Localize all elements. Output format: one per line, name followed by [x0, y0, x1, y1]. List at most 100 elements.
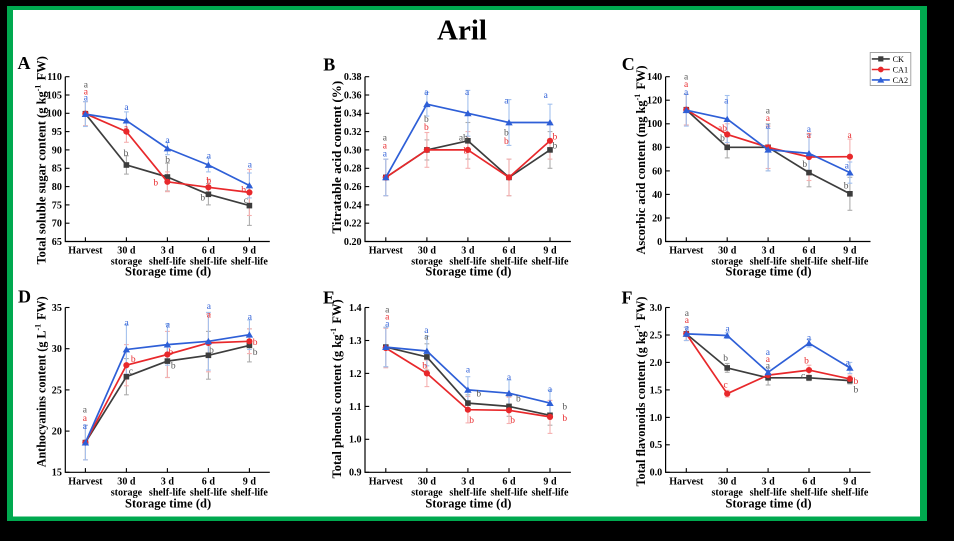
- svg-text:a: a: [507, 373, 512, 383]
- svg-text:b: b: [200, 193, 205, 203]
- svg-text:80: 80: [52, 182, 62, 193]
- svg-text:1.5: 1.5: [650, 385, 663, 396]
- svg-text:b: b: [422, 362, 427, 372]
- svg-text:a: a: [383, 142, 388, 152]
- svg-text:b: b: [723, 354, 728, 364]
- svg-text:a: a: [684, 72, 689, 82]
- svg-text:30 d: 30 d: [418, 246, 437, 257]
- svg-text:b: b: [165, 155, 170, 165]
- svg-text:Storage time (d): Storage time (d): [725, 497, 811, 511]
- svg-text:ab: ab: [459, 133, 468, 143]
- svg-text:0.0: 0.0: [650, 468, 663, 479]
- svg-text:b: b: [124, 149, 129, 159]
- svg-text:75: 75: [52, 200, 62, 211]
- svg-text:85: 85: [52, 164, 62, 175]
- svg-text:0.28: 0.28: [344, 164, 362, 175]
- svg-text:100: 100: [647, 119, 662, 130]
- svg-text:storage: storage: [111, 257, 143, 268]
- svg-text:shelf-life: shelf-life: [791, 487, 829, 498]
- svg-text:Harvest: Harvest: [369, 246, 404, 257]
- svg-text:a: a: [424, 88, 429, 98]
- svg-text:a: a: [385, 313, 390, 323]
- svg-text:b: b: [562, 403, 567, 413]
- svg-text:a: a: [385, 305, 390, 315]
- svg-text:shelf-life: shelf-life: [149, 257, 187, 268]
- svg-text:a: a: [424, 333, 429, 343]
- svg-text:80: 80: [652, 143, 662, 154]
- svg-text:a: a: [248, 312, 253, 322]
- svg-text:105: 105: [47, 90, 62, 101]
- svg-text:storage: storage: [712, 487, 744, 498]
- svg-text:a: a: [383, 133, 388, 143]
- svg-text:1.2: 1.2: [349, 369, 362, 380]
- svg-text:c: c: [244, 196, 248, 206]
- svg-text:b: b: [424, 123, 429, 133]
- svg-text:1.0: 1.0: [349, 435, 362, 446]
- svg-text:a: a: [766, 362, 771, 372]
- svg-text:storage: storage: [411, 257, 443, 268]
- svg-text:Harvest: Harvest: [68, 246, 103, 257]
- svg-text:a: a: [846, 359, 851, 369]
- svg-text:6 d: 6 d: [802, 246, 816, 257]
- svg-text:30 d: 30 d: [718, 476, 737, 487]
- svg-text:Total phenols content (g kg-1: Total phenols content (g kg-1 FW): [329, 299, 344, 478]
- svg-text:60: 60: [652, 166, 662, 177]
- svg-text:0.9: 0.9: [349, 468, 362, 479]
- svg-text:shelf-life: shelf-life: [831, 487, 869, 498]
- svg-text:Storage time (d): Storage time (d): [425, 497, 511, 511]
- svg-text:shelf-life: shelf-life: [190, 487, 228, 498]
- svg-text:a: a: [84, 81, 89, 91]
- svg-text:a: a: [465, 88, 470, 98]
- svg-text:Harvest: Harvest: [369, 476, 404, 487]
- svg-text:90: 90: [52, 145, 62, 156]
- svg-text:storage: storage: [411, 487, 443, 498]
- svg-text:storage: storage: [712, 257, 744, 268]
- svg-text:100: 100: [47, 109, 62, 120]
- svg-text:1.4: 1.4: [349, 303, 362, 314]
- svg-text:b: b: [854, 385, 859, 395]
- svg-text:30 d: 30 d: [718, 246, 737, 257]
- svg-text:a: a: [684, 80, 689, 90]
- svg-text:a: a: [766, 348, 771, 358]
- svg-text:shelf-life: shelf-life: [750, 257, 788, 268]
- svg-text:Total flavonoids content (g kg: Total flavonoids content (g kg-1 FW): [633, 296, 648, 486]
- svg-text:a: a: [166, 321, 171, 331]
- svg-text:9 d: 9 d: [543, 246, 557, 257]
- svg-text:a: a: [684, 88, 689, 98]
- svg-text:3.0: 3.0: [650, 303, 663, 314]
- svg-text:a: a: [165, 136, 170, 146]
- svg-text:30 d: 30 d: [117, 476, 136, 487]
- svg-text:b: b: [241, 186, 246, 196]
- svg-text:A: A: [18, 53, 31, 73]
- svg-text:20: 20: [652, 213, 662, 224]
- svg-text:E: E: [323, 287, 335, 307]
- svg-text:Harvest: Harvest: [669, 476, 704, 487]
- svg-text:1.1: 1.1: [349, 402, 362, 413]
- svg-text:b: b: [516, 395, 521, 405]
- svg-text:ab: ab: [718, 124, 727, 134]
- svg-text:b: b: [476, 390, 481, 400]
- svg-text:shelf-life: shelf-life: [449, 257, 487, 268]
- svg-text:6 d: 6 d: [502, 246, 516, 257]
- svg-text:b: b: [424, 115, 429, 125]
- svg-text:shelf-life: shelf-life: [491, 257, 529, 268]
- svg-text:c: c: [801, 371, 805, 381]
- svg-text:40: 40: [652, 190, 662, 201]
- svg-text:a: a: [466, 366, 471, 376]
- svg-text:Storage time (d): Storage time (d): [725, 265, 811, 279]
- svg-text:Ascorbic acid content (mg kg-1: Ascorbic acid content (mg kg-1 FW): [633, 65, 648, 254]
- svg-text:20: 20: [52, 427, 62, 438]
- svg-text:b: b: [171, 362, 176, 372]
- svg-text:30 d: 30 d: [117, 246, 136, 257]
- svg-text:shelf-life: shelf-life: [231, 257, 269, 268]
- svg-text:b: b: [504, 129, 509, 139]
- svg-text:0.38: 0.38: [344, 72, 362, 83]
- svg-text:110: 110: [47, 72, 62, 83]
- svg-text:b: b: [169, 348, 174, 358]
- svg-text:3 d: 3 d: [461, 246, 475, 257]
- svg-text:1.0: 1.0: [650, 413, 663, 424]
- svg-text:0.34: 0.34: [344, 109, 362, 120]
- svg-text:0.32: 0.32: [344, 127, 362, 138]
- svg-text:0.22: 0.22: [344, 219, 362, 230]
- svg-text:b: b: [562, 414, 567, 424]
